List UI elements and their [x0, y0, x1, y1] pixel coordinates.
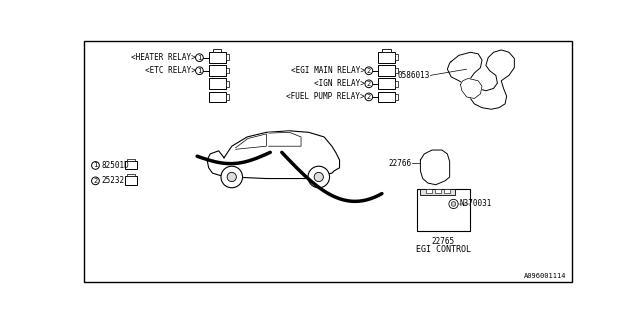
Circle shape — [308, 166, 330, 188]
Bar — [378, 92, 395, 102]
Bar — [127, 174, 134, 176]
Text: 25232: 25232 — [102, 176, 125, 185]
Circle shape — [365, 67, 372, 75]
Bar — [125, 176, 137, 185]
Bar — [209, 65, 225, 76]
Bar — [395, 81, 398, 86]
Bar — [127, 158, 134, 161]
Text: <EGI MAIN RELAY>: <EGI MAIN RELAY> — [291, 66, 365, 75]
Polygon shape — [236, 134, 266, 149]
Circle shape — [451, 202, 456, 206]
Circle shape — [365, 93, 372, 101]
Circle shape — [227, 172, 236, 182]
Polygon shape — [207, 131, 340, 179]
Circle shape — [196, 67, 204, 75]
Polygon shape — [460, 78, 482, 99]
Circle shape — [196, 54, 204, 61]
Text: 2: 2 — [367, 94, 371, 100]
Bar — [213, 49, 221, 52]
Bar — [395, 68, 398, 73]
Bar — [225, 68, 228, 73]
Text: <IGN RELAY>: <IGN RELAY> — [314, 79, 365, 88]
Bar — [426, 189, 432, 193]
Text: 2: 2 — [93, 178, 97, 184]
Bar — [225, 81, 228, 86]
Bar — [225, 94, 228, 100]
Text: 1: 1 — [197, 68, 202, 74]
Bar — [435, 189, 441, 193]
Text: 22766: 22766 — [388, 159, 411, 168]
Bar — [225, 54, 228, 60]
Bar — [209, 52, 225, 63]
Bar — [382, 49, 391, 52]
Circle shape — [92, 162, 99, 169]
Bar — [378, 78, 395, 89]
Text: A096001114: A096001114 — [524, 273, 566, 279]
Text: 82501D: 82501D — [102, 161, 129, 170]
Text: 1: 1 — [197, 55, 202, 61]
Circle shape — [365, 80, 372, 88]
Text: N370031: N370031 — [460, 199, 492, 208]
Polygon shape — [447, 50, 515, 109]
Bar — [420, 188, 455, 195]
Polygon shape — [420, 150, 450, 185]
Circle shape — [314, 172, 323, 182]
Circle shape — [221, 166, 243, 188]
Bar — [444, 189, 451, 193]
Text: 0586013: 0586013 — [397, 71, 429, 80]
Bar — [209, 78, 225, 89]
Bar — [209, 92, 225, 102]
Bar — [125, 161, 137, 169]
Text: 2: 2 — [367, 68, 371, 74]
Text: <ETC RELAY>: <ETC RELAY> — [145, 66, 196, 75]
Circle shape — [449, 199, 458, 209]
Bar — [378, 65, 395, 76]
Circle shape — [92, 177, 99, 185]
Text: 1: 1 — [93, 163, 97, 168]
Bar — [378, 52, 395, 63]
Text: <FUEL PUMP RELAY>: <FUEL PUMP RELAY> — [286, 92, 365, 101]
Text: <HEATER RELAY>: <HEATER RELAY> — [131, 53, 196, 62]
Polygon shape — [269, 132, 301, 146]
Bar — [395, 54, 398, 60]
Text: EGI CONTROL: EGI CONTROL — [416, 245, 471, 254]
Text: 22765: 22765 — [432, 237, 455, 246]
Bar — [395, 94, 398, 100]
Bar — [417, 188, 470, 231]
Text: 2: 2 — [367, 81, 371, 87]
